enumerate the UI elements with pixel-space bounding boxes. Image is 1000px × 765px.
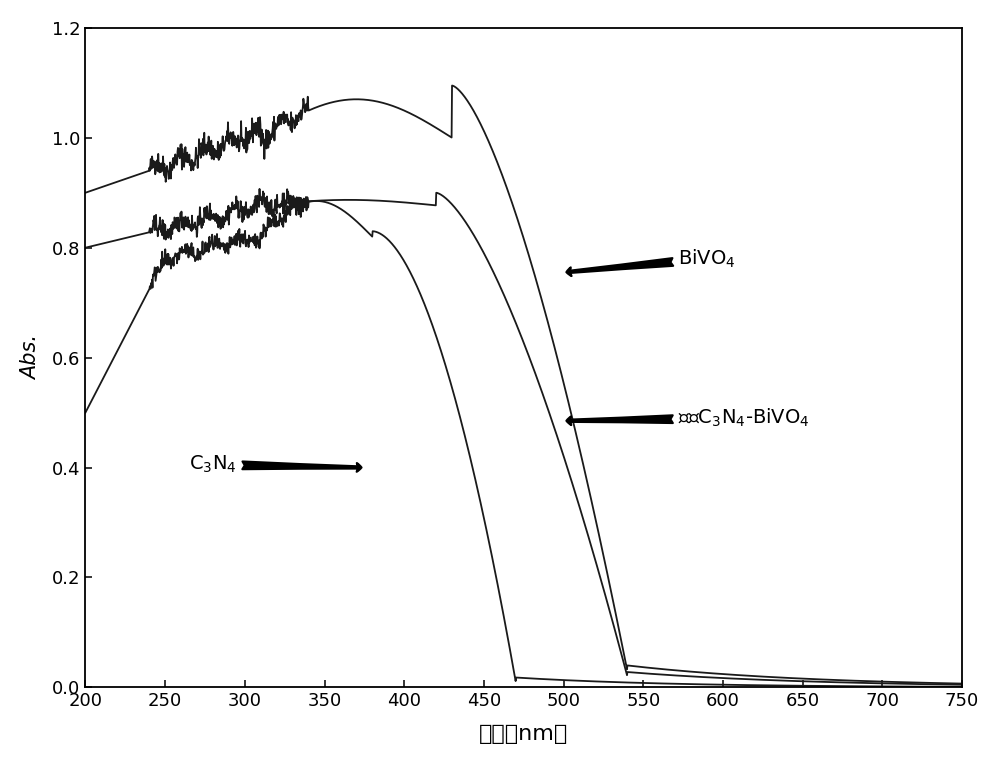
Text: C$_3$N$_4$: C$_3$N$_4$ xyxy=(189,454,362,476)
Y-axis label: Abs.: Abs. xyxy=(21,335,41,380)
X-axis label: 波长（nm）: 波长（nm） xyxy=(479,724,568,744)
Text: 最佳C$_3$N$_4$-BiVO$_4$: 最佳C$_3$N$_4$-BiVO$_4$ xyxy=(566,407,810,429)
Text: BiVO$_4$: BiVO$_4$ xyxy=(566,248,736,276)
